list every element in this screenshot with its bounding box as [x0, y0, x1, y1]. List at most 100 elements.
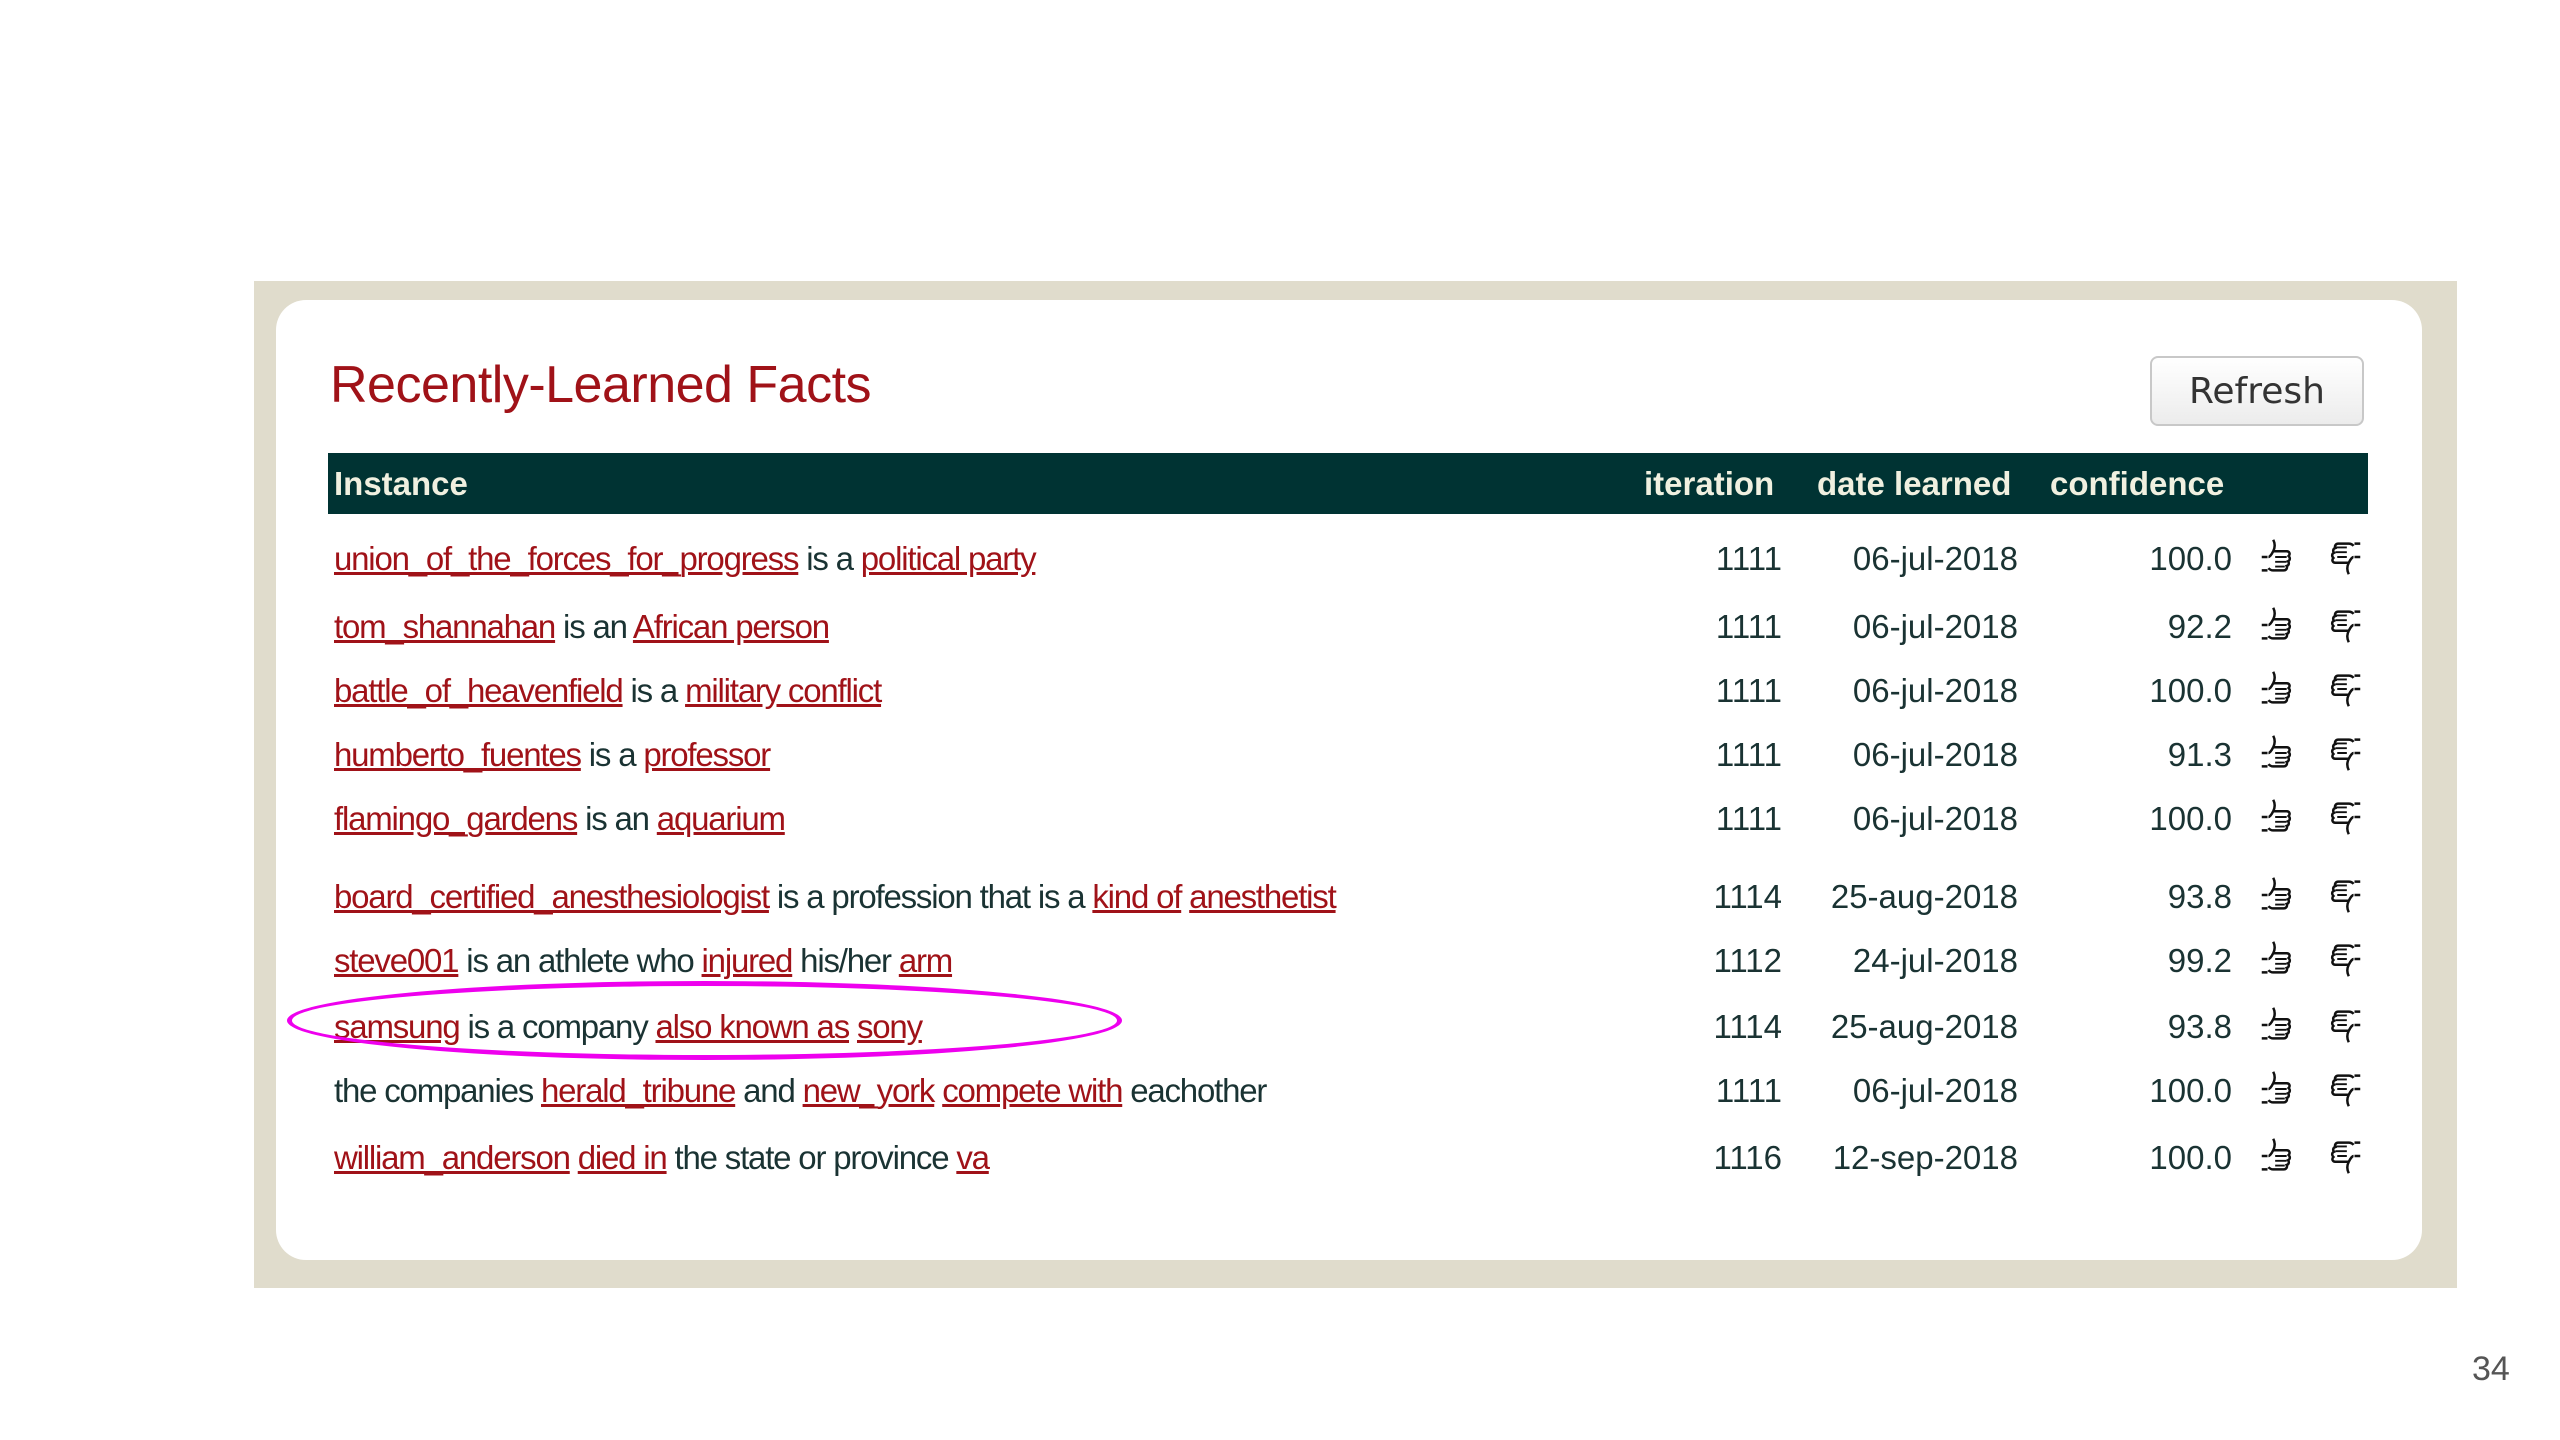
iteration-cell: 1111	[1715, 608, 1782, 645]
entity-link[interactable]: military conflict	[685, 672, 882, 709]
confidence-cell: 100.0	[2149, 800, 2232, 837]
thumbs-up-icon[interactable]	[2256, 1133, 2302, 1179]
date-learned-cell: 25-aug-2018	[1830, 1008, 2018, 1045]
fact-text	[570, 1139, 578, 1176]
thumbs-down-icon[interactable]	[2320, 936, 2366, 982]
fact-text: his/her	[792, 942, 899, 979]
header-instance: Instance	[334, 465, 468, 502]
thumbs-up-icon[interactable]	[2256, 936, 2302, 982]
confidence-cell: 93.8	[2167, 1008, 2232, 1045]
entity-link[interactable]: william_anderson	[334, 1139, 571, 1176]
confidence-cell: 100.0	[2149, 1139, 2232, 1176]
iteration-cell: 1111	[1715, 540, 1782, 577]
instance-cell: board_certified_anesthesiologist is a pr…	[334, 878, 1337, 916]
header-date-learned: date learned	[1817, 465, 2012, 502]
entity-link[interactable]: tom_shannahan	[334, 608, 556, 645]
thumbs-up-icon[interactable]	[2256, 1066, 2302, 1112]
fact-text: is an	[555, 608, 633, 645]
entity-link[interactable]: new_york	[802, 1072, 936, 1109]
fact-text: and	[735, 1072, 803, 1109]
table-row: flamingo_gardens is an aquarium 1111 06-ju…	[328, 790, 2368, 850]
table-row: battle_of_heavenfield is a military conf…	[328, 662, 2368, 722]
iteration-cell: 1111	[1715, 800, 1782, 837]
entity-link[interactable]: anesthetist	[1189, 878, 1337, 915]
date-learned-cell: 24-jul-2018	[1852, 942, 2018, 979]
entity-link[interactable]: professor	[643, 736, 771, 773]
entity-link[interactable]: political party	[860, 540, 1037, 577]
panel-title: Recently-Learned Facts	[330, 356, 872, 414]
refresh-button[interactable]: Refresh	[2150, 356, 2364, 426]
fact-text: the state or province	[666, 1139, 957, 1176]
instance-cell: tom_shannahan is an African person	[334, 608, 830, 646]
confidence-cell: 93.8	[2167, 878, 2232, 915]
instance-cell: william_anderson died in the state or pr…	[334, 1139, 990, 1177]
iteration-cell: 1114	[1713, 878, 1782, 915]
date-learned-cell: 06-jul-2018	[1852, 736, 2018, 773]
fact-text: is a	[622, 672, 686, 709]
entity-link[interactable]: died in	[577, 1139, 668, 1176]
header-iteration: iteration	[1644, 465, 1775, 502]
fact-text: is a	[580, 736, 644, 773]
entity-link[interactable]: union_of_the_forces_for_progress	[334, 540, 799, 577]
date-learned-cell: 06-jul-2018	[1852, 608, 2018, 645]
facts-panel-frame: Recently-Learned Facts Refresh Instance …	[254, 281, 2457, 1288]
highlight-ellipse	[287, 981, 1122, 1060]
thumbs-up-icon[interactable]	[2256, 602, 2302, 648]
thumbs-up-icon[interactable]	[2256, 666, 2302, 712]
date-learned-cell: 06-jul-2018	[1852, 1072, 2018, 1109]
thumbs-down-icon[interactable]	[2320, 730, 2366, 776]
entity-link[interactable]: battle_of_heavenfield	[334, 672, 624, 709]
entity-link[interactable]: aquarium	[656, 800, 786, 837]
date-learned-cell: 12-sep-2018	[1832, 1139, 2018, 1176]
entity-link[interactable]: compete with	[942, 1072, 1123, 1109]
iteration-cell: 1111	[1715, 672, 1782, 709]
fact-text: is an	[577, 800, 657, 837]
confidence-cell: 100.0	[2149, 1072, 2232, 1109]
fact-text: is a profession that is a	[768, 878, 1093, 915]
iteration-cell: 1116	[1713, 1139, 1782, 1176]
entity-link[interactable]: va	[956, 1139, 990, 1176]
thumbs-down-icon[interactable]	[2320, 602, 2366, 648]
thumbs-down-icon[interactable]	[2320, 1066, 2366, 1112]
instance-cell: steve001 is an athlete who injured his/h…	[334, 942, 953, 980]
thumbs-down-icon[interactable]	[2320, 666, 2366, 712]
iteration-cell: 1111	[1715, 1072, 1782, 1109]
confidence-cell: 91.3	[2167, 736, 2232, 773]
thumbs-down-icon[interactable]	[2320, 534, 2366, 580]
thumbs-up-icon[interactable]	[2256, 794, 2302, 840]
entity-link[interactable]: herald_tribune	[541, 1072, 736, 1109]
iteration-cell: 1112	[1713, 942, 1782, 979]
entity-link[interactable]: kind of	[1092, 878, 1182, 915]
confidence-cell: 100.0	[2149, 540, 2232, 577]
table-header: Instance iteration date learned confiden…	[328, 453, 2368, 514]
entity-link[interactable]: injured	[701, 942, 794, 979]
instance-cell: humberto_fuentes is a professor	[334, 736, 771, 774]
fact-text: the companies	[334, 1072, 541, 1109]
instance-cell: union_of_the_forces_for_progress is a po…	[334, 540, 1037, 578]
table-row: the companies herald_tribune and new_yor…	[328, 1062, 2368, 1122]
entity-link[interactable]: arm	[898, 942, 953, 979]
entity-link[interactable]: steve001	[334, 942, 460, 979]
entity-link[interactable]: flamingo_gardens	[334, 800, 578, 837]
table-row: humberto_fuentes is a professor 1111 06-ju…	[328, 726, 2368, 786]
entity-link[interactable]: board_certified_anesthesiologist	[334, 878, 770, 915]
thumbs-down-icon[interactable]	[2320, 794, 2366, 840]
table-row: board_certified_anesthesiologist is a pr…	[328, 868, 2368, 928]
date-learned-cell: 06-jul-2018	[1852, 800, 2018, 837]
thumbs-up-icon[interactable]	[2256, 1002, 2302, 1048]
iteration-cell: 1111	[1715, 736, 1782, 773]
thumbs-up-icon[interactable]	[2256, 534, 2302, 580]
entity-link[interactable]: humberto_fuentes	[334, 736, 582, 773]
entity-link[interactable]: African person	[632, 608, 830, 645]
fact-text	[934, 1072, 942, 1109]
date-learned-cell: 06-jul-2018	[1852, 540, 2018, 577]
thumbs-down-icon[interactable]	[2320, 1133, 2366, 1179]
instance-cell: the companies herald_tribune and new_yor…	[334, 1072, 1267, 1110]
fact-text: eachother	[1122, 1072, 1267, 1109]
thumbs-down-icon[interactable]	[2320, 1002, 2366, 1048]
thumbs-up-icon[interactable]	[2256, 872, 2302, 918]
thumbs-up-icon[interactable]	[2256, 730, 2302, 776]
confidence-cell: 100.0	[2149, 672, 2232, 709]
thumbs-down-icon[interactable]	[2320, 872, 2366, 918]
fact-text: is a	[798, 540, 861, 577]
